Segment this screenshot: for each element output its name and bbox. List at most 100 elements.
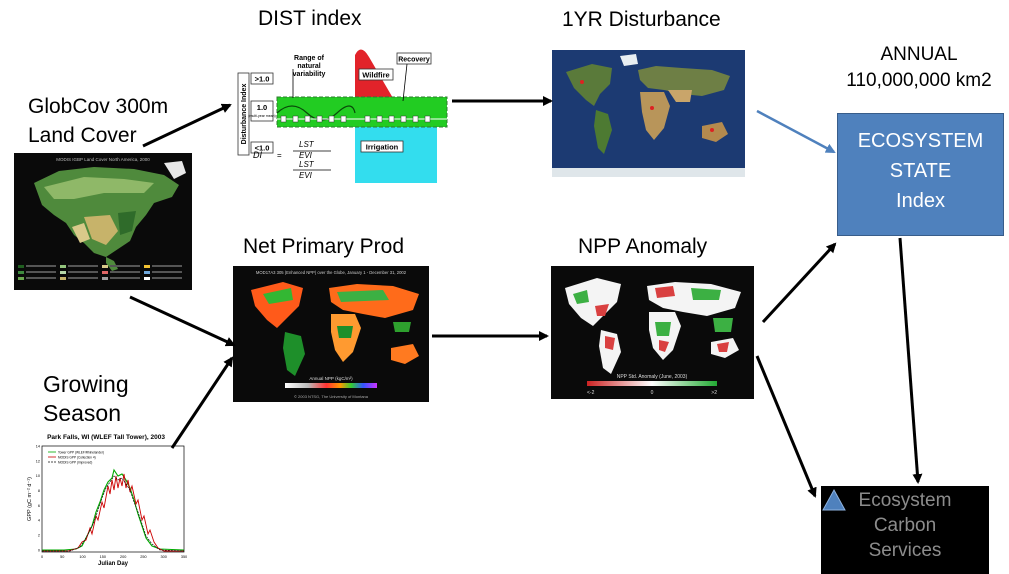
range-label-line1: Range of bbox=[294, 55, 325, 62]
anomaly-na-red bbox=[595, 304, 609, 316]
npp-colorbar bbox=[285, 383, 377, 388]
australia-landmass bbox=[702, 122, 728, 142]
gpp-series-modis bbox=[42, 473, 184, 552]
gpp-chart: Park Falls, WI (WLEF Tall Tower), 2003 G… bbox=[24, 430, 188, 568]
gpp-x-tick: 300 bbox=[161, 555, 167, 559]
gpp-x-tick: 250 bbox=[140, 555, 146, 559]
africa-landmass bbox=[640, 92, 670, 140]
ecosystem-state-line2: STATE bbox=[889, 160, 952, 182]
carbon-services-line2: Carbon bbox=[873, 515, 937, 536]
formula-den-1: EVI bbox=[299, 151, 313, 160]
anomaly-africa-red bbox=[659, 340, 669, 352]
npp-map: MOD17A3 305 (Enhanced NPP) over the Glob… bbox=[233, 266, 429, 402]
gpp-series-improved bbox=[42, 475, 185, 552]
gpp-x-tick: 200 bbox=[120, 555, 126, 559]
dist-index-diagram: Disturbance Index >1.0 1.0 (multi-year m… bbox=[237, 43, 450, 185]
ecosystem-state-line3: Index bbox=[896, 190, 945, 212]
carbon-services-line3: Services bbox=[868, 540, 942, 561]
dist-index-label: DIST index bbox=[258, 7, 362, 30]
globcov-label: GlobCov 300m Land Cover bbox=[28, 92, 168, 150]
anomaly-australia-red bbox=[717, 342, 729, 352]
forest-zone bbox=[118, 211, 136, 235]
gpp-y-tick: 6 bbox=[38, 504, 40, 508]
y-axis-box bbox=[237, 72, 250, 156]
anomaly-na bbox=[565, 278, 621, 326]
anomaly-colorbar bbox=[587, 381, 717, 386]
gpp-x-tick: 100 bbox=[79, 555, 85, 559]
range-label-line3: variability bbox=[293, 71, 326, 78]
tundra-zone bbox=[44, 177, 154, 199]
wildfire-box bbox=[358, 68, 394, 81]
anomaly-tick-low: <-2 bbox=[587, 390, 595, 396]
central-america bbox=[106, 257, 118, 271]
recovery-text: Recovery bbox=[398, 57, 430, 64]
eurasia-landmass bbox=[638, 66, 730, 96]
landcover-map: MODIS IGBP Land Cover North America, 200… bbox=[14, 153, 192, 290]
shrubland-zone bbox=[72, 223, 90, 243]
arrow-anomaly-to-ecosystem bbox=[761, 242, 837, 324]
gpp-chart-graphic: Park Falls, WI (WLEF Tall Tower), 2003 G… bbox=[27, 434, 187, 567]
formula-num-2: LST bbox=[299, 160, 315, 169]
grassland-zone bbox=[84, 215, 118, 245]
gpp-plot-frame bbox=[41, 445, 185, 553]
gpp-x-tick: 350 bbox=[181, 555, 187, 559]
gpp-legend-3: MODIS GPP (Improved) bbox=[58, 461, 92, 465]
anomaly-sa bbox=[599, 330, 621, 374]
npp-anomaly-label: NPP Anomaly bbox=[578, 235, 708, 258]
net-primary-label: Net Primary Prod bbox=[243, 235, 405, 258]
arrow-disturbance-to-ecosystem bbox=[756, 109, 836, 154]
dist-index-graphic: Disturbance Index >1.0 1.0 (multi-year m… bbox=[237, 49, 448, 183]
formula-lhs: DI bbox=[253, 150, 262, 160]
level-mid-box bbox=[250, 100, 274, 122]
anomaly-na-green bbox=[573, 290, 589, 304]
formula-den-2: EVI bbox=[299, 171, 313, 180]
greenland-ice bbox=[620, 54, 638, 66]
gpp-chart-title: Park Falls, WI (WLEF Tall Tower), 2003 bbox=[47, 434, 165, 441]
npp-anomaly-graphic: NPP Std. Anomaly (June, 2003) <-2 0 >2 bbox=[565, 278, 741, 396]
disturbance-map-graphic bbox=[552, 50, 745, 177]
anomaly-tick-high: >2 bbox=[711, 390, 717, 396]
ecosystem-state-box: ECOSYSTEM STATE Index bbox=[837, 113, 1004, 236]
growing-season-label: Growing Season bbox=[43, 370, 129, 428]
formula-num-1: LST bbox=[299, 140, 315, 149]
globcov-label-line2: Land Cover bbox=[28, 124, 137, 147]
level-low-text: <1.0 bbox=[255, 144, 270, 153]
time-markers bbox=[280, 115, 431, 123]
gpp-legend: Tower GPP (WLEF/Rhinelander) MODIS GPP (… bbox=[48, 451, 104, 465]
gpp-x-tick: 50 bbox=[60, 555, 64, 559]
npp-legend-label: Annual NPP (kgC/m²) bbox=[309, 376, 353, 381]
landcover-legend bbox=[18, 265, 182, 280]
growing-season-line2: Season bbox=[43, 400, 122, 426]
gpp-y-tick: 12 bbox=[36, 459, 40, 463]
npp-seasia bbox=[393, 322, 411, 332]
carbon-services-box: Ecosystem Carbon Services bbox=[821, 486, 989, 574]
arrow-landcover-to-npp bbox=[129, 295, 236, 347]
npp-australia bbox=[391, 344, 419, 364]
npp-boreal bbox=[337, 290, 389, 302]
level-mid-sub: (multi-year mean) bbox=[248, 114, 275, 118]
gpp-legend-1: Tower GPP (WLEF/Rhinelander) bbox=[58, 451, 104, 455]
gpp-x-tick: 150 bbox=[100, 555, 106, 559]
range-label-line2: natural bbox=[297, 63, 320, 70]
gpp-xlabel: Julian Day bbox=[98, 561, 129, 567]
gpp-x-tick: 0 bbox=[41, 555, 43, 559]
npp-na-forest bbox=[263, 288, 293, 304]
disturbance-hotspot-1 bbox=[580, 80, 584, 84]
anomaly-seasia-green bbox=[713, 318, 733, 332]
di-formula: DI = LST EVI LST EVI bbox=[253, 140, 331, 180]
y-axis-label: Disturbance Index bbox=[241, 84, 248, 145]
anomaly-tick-mid: 0 bbox=[651, 390, 654, 396]
recovery-pointer bbox=[402, 63, 408, 102]
npp-sa bbox=[283, 332, 305, 376]
annual-label-line2: 110,000,000 km2 bbox=[846, 70, 992, 91]
disturbance-hotspot-3 bbox=[710, 128, 714, 132]
arrow-landcover-to-dist bbox=[142, 103, 232, 148]
npp-congo bbox=[337, 326, 353, 338]
yr-disturbance-label: 1YR Disturbance bbox=[562, 8, 721, 31]
anomaly-legend-label: NPP Std. Anomaly (June, 2003) bbox=[617, 374, 688, 380]
disturbance-map bbox=[552, 50, 745, 177]
annual-label: ANNUAL 110,000,000 km2 bbox=[829, 42, 1009, 94]
gpp-y-tick: 8 bbox=[38, 489, 40, 493]
irrigation-box bbox=[360, 140, 404, 153]
